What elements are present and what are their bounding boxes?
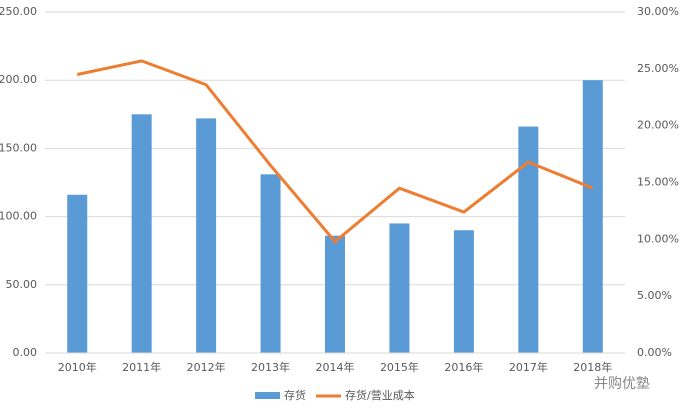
y-tick-label: 50.00 — [6, 278, 38, 291]
y2-tick-label: 5.00% — [637, 289, 672, 302]
bar — [389, 223, 410, 353]
y-tick-label: 250.00 — [0, 5, 37, 18]
bar — [67, 194, 88, 353]
x-tick-label: 2012年 — [187, 360, 226, 374]
y2-tick-label: 20.00% — [637, 119, 679, 132]
y-tick-label: 0.00 — [13, 346, 38, 359]
legend-swatch — [255, 392, 280, 399]
bar — [582, 80, 603, 353]
bar — [518, 126, 539, 354]
bar — [260, 174, 281, 353]
bar — [196, 118, 217, 353]
y2-tick-label: 10.00% — [637, 232, 679, 245]
legend-label: 存货/营业成本 — [345, 388, 415, 402]
legend-label: 存货 — [284, 388, 306, 402]
x-tick-label: 2014年 — [316, 360, 355, 374]
y-tick-label: 200.00 — [0, 73, 37, 86]
x-tick-label: 2017年 — [509, 360, 548, 374]
y-tick-label: 100.00 — [0, 210, 37, 223]
bar — [131, 114, 152, 353]
y-tick-label: 150.00 — [0, 141, 37, 154]
x-tick-label: 2010年 — [58, 360, 97, 374]
x-tick-label: 2018年 — [573, 360, 612, 374]
y2-tick-label: 30.00% — [637, 5, 679, 18]
bar — [325, 235, 345, 353]
line — [76, 59, 594, 244]
y2-tick-label: 0.00% — [637, 346, 672, 359]
x-tick-label: 2016年 — [444, 360, 483, 374]
y2-tick-label: 25.00% — [637, 62, 679, 75]
x-tick-label: 2015年 — [380, 360, 419, 374]
bar — [453, 230, 474, 353]
y2-tick-label: 15.00% — [637, 176, 679, 189]
x-tick-label: 2013年 — [251, 360, 290, 374]
watermark: 并购优塾 — [594, 376, 650, 392]
x-tick-label: 2011年 — [122, 360, 161, 374]
